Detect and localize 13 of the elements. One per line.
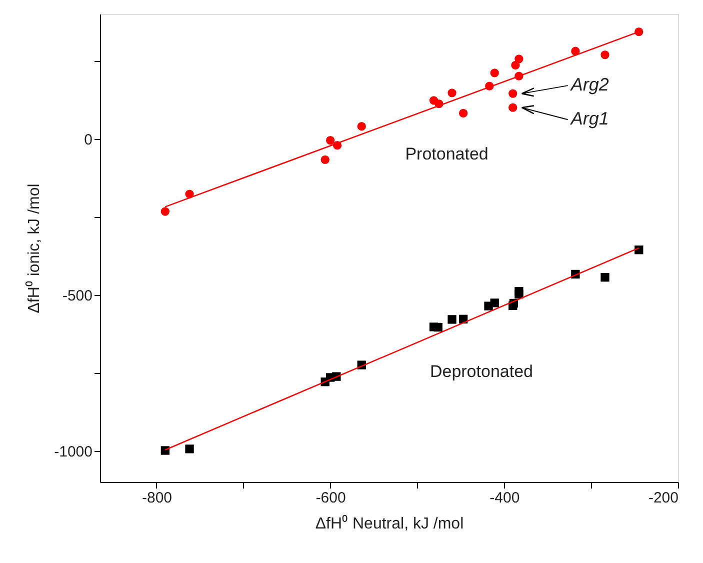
annotation: Arg2 [570,74,609,95]
x-tick-label: -200 [648,490,678,506]
annotation: Arg1 [570,108,609,129]
y-tick-label: 0 [84,131,92,148]
x-axis-title: ΔfH⁰ Neutral, kJ /mol [315,514,464,532]
annotation: Deprotonated [430,362,533,382]
x-tick-label: -400 [490,490,520,506]
y-tick-label: -500 [62,287,92,304]
x-tick-label: -600 [316,490,346,506]
annotation: Protonated [405,144,488,164]
y-axis-title: ΔfH⁰ ionic, kJ /mol [25,184,44,314]
y-tick-label: -1000 [54,443,92,460]
x-tick-label: -800 [142,490,172,506]
